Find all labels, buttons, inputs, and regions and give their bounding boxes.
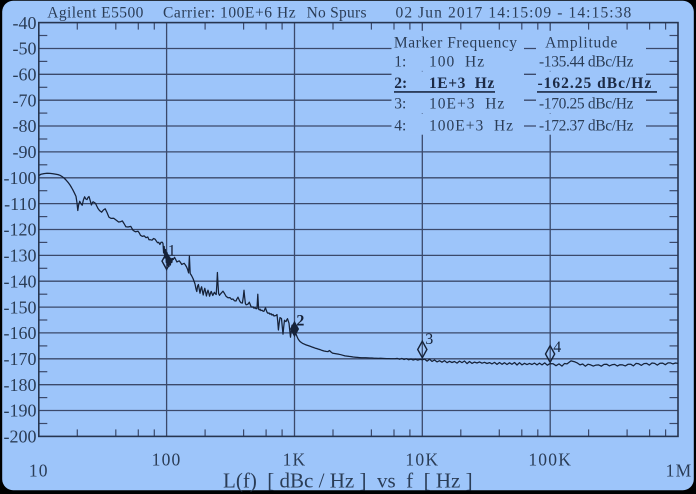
svg-text:4:: 4: <box>394 117 406 134</box>
svg-text:Amplitude: Amplitude <box>545 35 618 52</box>
svg-text:-40: -40 <box>13 13 37 33</box>
svg-text:-50: -50 <box>13 39 37 59</box>
svg-text:1E+3 Hz: 1E+3 Hz <box>429 75 495 92</box>
svg-text:-110: -110 <box>4 194 36 214</box>
svg-text:100 Hz: 100 Hz <box>429 54 485 71</box>
svg-text:1K: 1K <box>283 449 307 469</box>
svg-text:1: 1 <box>168 243 176 260</box>
svg-text:-200: -200 <box>4 427 37 447</box>
svg-text:1M: 1M <box>666 460 693 480</box>
svg-text:-100: -100 <box>4 168 37 188</box>
svg-text:2:: 2: <box>394 75 407 92</box>
svg-text:Carrier: 100E+6 Hz: Carrier: 100E+6 Hz <box>163 5 296 22</box>
svg-text:-170.25 dBc/Hz: -170.25 dBc/Hz <box>539 96 634 113</box>
svg-text:2: 2 <box>296 313 304 330</box>
svg-text:-162.25 dBc/Hz: -162.25 dBc/Hz <box>538 75 653 92</box>
svg-text:-170: -170 <box>4 349 37 369</box>
svg-text:No Spurs: No Spurs <box>307 5 367 22</box>
svg-text:Marker Frequency: Marker Frequency <box>394 35 518 52</box>
svg-text:L(f) [ dBc / Hz ] vs f [ H: L(f) [ dBc / Hz ] vs f [ Hz ] <box>223 469 473 493</box>
svg-text:-190: -190 <box>4 401 37 421</box>
svg-text:3: 3 <box>425 331 433 348</box>
svg-text:-120: -120 <box>4 220 37 240</box>
svg-text:-60: -60 <box>13 65 37 85</box>
svg-text:100E+3 Hz: 100E+3 Hz <box>429 117 514 134</box>
svg-text:-150: -150 <box>4 297 37 317</box>
svg-text:10K: 10K <box>405 449 439 469</box>
svg-text:-180: -180 <box>4 375 37 395</box>
svg-text:100: 100 <box>152 449 182 469</box>
svg-text:-135.44 dBc/Hz: -135.44 dBc/Hz <box>539 54 634 71</box>
svg-text:10E+3 Hz: 10E+3 Hz <box>429 96 505 113</box>
svg-text:-90: -90 <box>13 142 37 162</box>
svg-text:Agilent E5500: Agilent E5500 <box>47 5 144 22</box>
svg-text:02 Jun 2017 14:15:09 - 14:15:: 02 Jun 2017 14:15:09 - 14:15:38 <box>396 5 633 22</box>
svg-text:-160: -160 <box>4 323 37 343</box>
svg-text:-70: -70 <box>13 90 37 110</box>
svg-text:-140: -140 <box>4 271 37 291</box>
svg-text:10: 10 <box>29 460 49 480</box>
svg-text:4: 4 <box>553 339 561 356</box>
svg-text:3:: 3: <box>394 96 406 113</box>
svg-text:-172.37 dBc/Hz: -172.37 dBc/Hz <box>539 117 634 134</box>
svg-text:-130: -130 <box>4 246 37 266</box>
svg-text:-80: -80 <box>13 116 37 136</box>
svg-text:1:: 1: <box>394 54 406 71</box>
svg-text:100K: 100K <box>528 449 572 469</box>
